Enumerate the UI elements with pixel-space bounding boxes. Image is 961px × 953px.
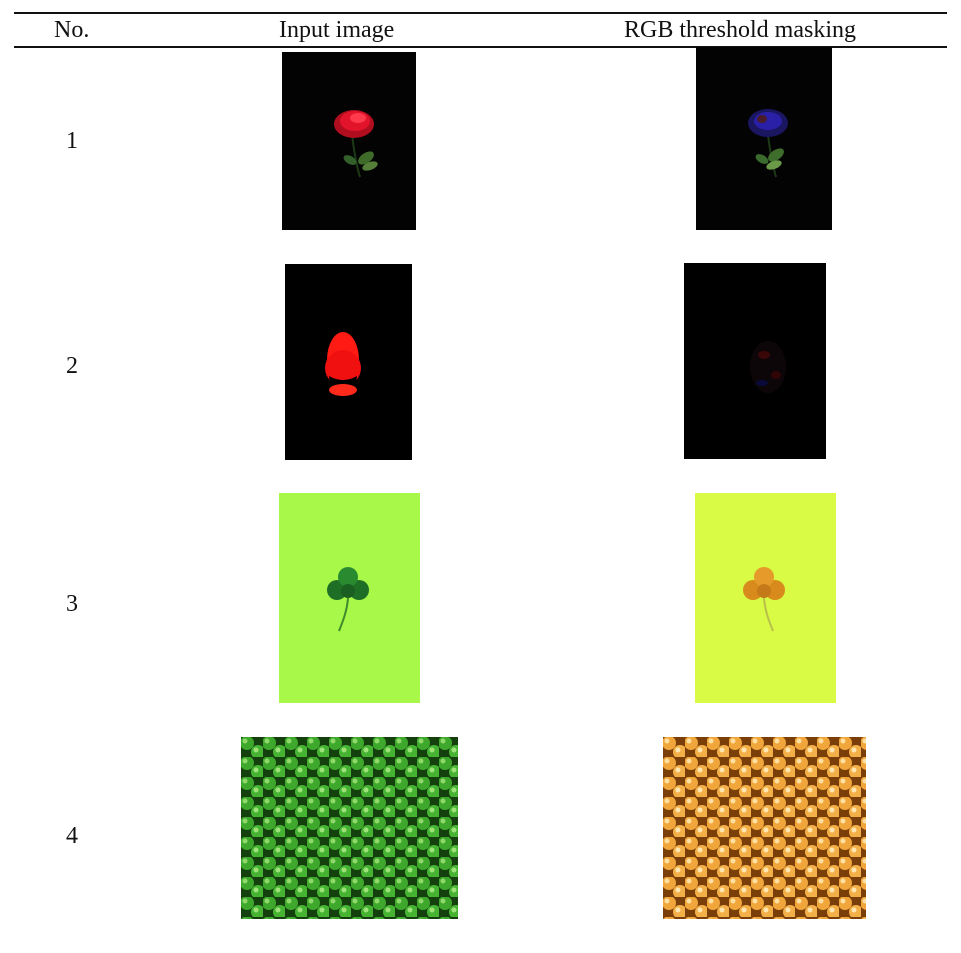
masked-image-rose [696, 47, 832, 230]
input-image-rose [282, 52, 416, 230]
row-number-4: 4 [66, 823, 78, 849]
row-number-2: 2 [66, 353, 78, 379]
input-image-red-oval [285, 264, 412, 460]
masked-image-red-oval [684, 263, 826, 459]
header-input-image: Input image [279, 17, 395, 43]
header-no: No. [54, 17, 90, 43]
header-rgb-threshold-masking: RGB threshold masking [624, 17, 856, 43]
table-header-rule [14, 46, 947, 48]
masked-image-clover [695, 493, 836, 703]
input-image-green-peas [241, 737, 458, 919]
row-number-3: 3 [66, 591, 78, 617]
table-top-rule [14, 12, 947, 14]
masked-image-orange-peas [663, 737, 866, 919]
row-number-1: 1 [66, 128, 78, 154]
input-image-clover [279, 493, 420, 703]
